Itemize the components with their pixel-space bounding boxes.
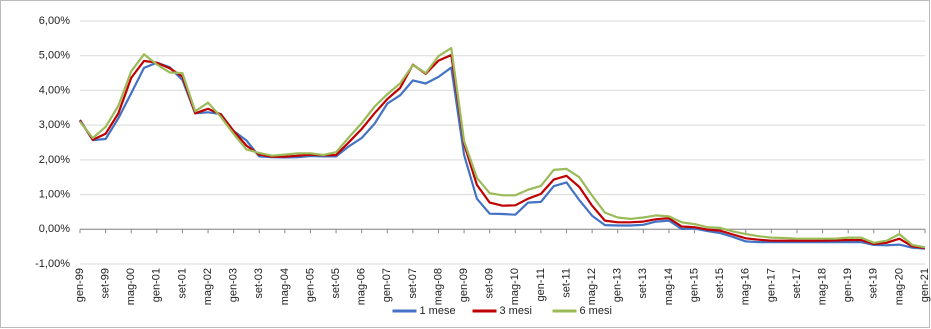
x-tick-label: gen-07 [381,268,393,302]
x-tick-label: mag-10 [509,268,521,305]
x-tick-label: set-01 [176,268,188,299]
x-tick-label: gen-05 [304,268,316,302]
x-tick-label: mag-18 [816,268,828,305]
x-tick-label: set-05 [330,268,342,299]
x-tick-label: gen-01 [151,268,163,302]
series-line [79,47,926,249]
y-tick-label: -1,00% [35,258,70,270]
x-tick-label: mag-16 [740,268,752,305]
x-tick-label: set-15 [714,268,726,299]
y-tick-label: 0,00% [39,223,70,235]
x-tick-label: mag-06 [356,268,368,305]
y-tick-label: 6,00% [39,15,70,27]
x-tick-label: set-17 [791,268,803,299]
x-tick-label: mag-04 [279,268,291,305]
legend-label: 3 mesi [500,305,532,317]
series-line [79,53,926,250]
x-tick-label: set-09 [484,268,496,299]
legend-label: 6 mesi [580,305,612,317]
legend-label: 1 mese [420,305,456,317]
x-tick-label: gen-17 [765,268,777,302]
x-tick-label: set-03 [253,268,265,299]
x-tick-label: gen-09 [458,268,470,302]
x-tick-label: set-19 [868,268,880,299]
x-tick-label: mag-20 [893,268,905,305]
x-tick-label: mag-14 [663,268,675,305]
x-tick-label: mag-12 [586,268,598,305]
x-tick-label: gen-15 [688,268,700,302]
x-tick-label: gen-99 [74,268,86,302]
x-tick-label: gen-03 [228,268,240,302]
x-tick-label: gen-13 [612,268,624,302]
x-tick-label: set-07 [407,268,419,299]
x-tick-label: gen-21 [919,268,931,302]
x-tick-label: gen-11 [535,268,547,301]
x-tick-label: gen-19 [842,268,854,302]
y-tick-label: 4,00% [39,84,70,96]
y-tick-label: 1,00% [39,188,70,200]
y-tick-label: 5,00% [39,50,70,62]
y-tick-label: 2,00% [39,154,70,166]
x-tick-label: mag-02 [202,268,214,305]
x-tick-label: set-13 [637,268,649,299]
x-tick-label: mag-00 [125,268,137,305]
x-tick-label: set-99 [100,268,112,299]
x-tick-label: set-11 [560,268,572,298]
x-tick-label: mag-08 [432,268,444,305]
y-tick-label: 3,00% [39,119,70,131]
